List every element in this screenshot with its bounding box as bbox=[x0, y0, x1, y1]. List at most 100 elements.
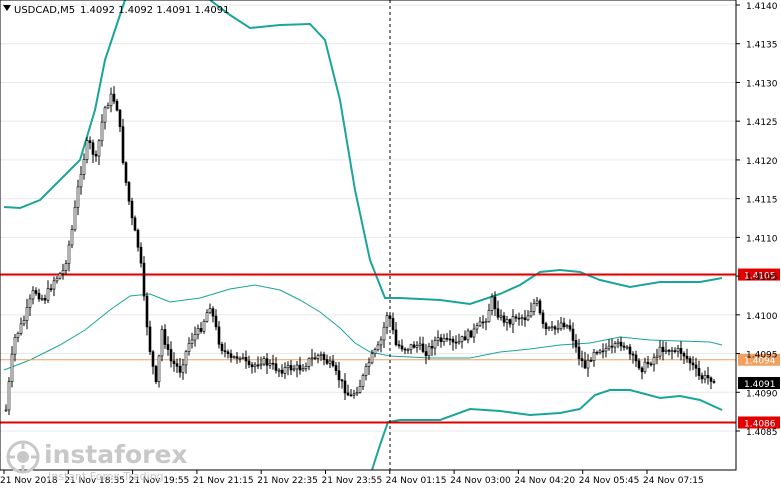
candle-bull bbox=[238, 357, 242, 360]
candle-bear bbox=[610, 345, 614, 348]
candle-bull bbox=[385, 315, 389, 328]
candle-bear bbox=[169, 349, 173, 362]
candle-bull bbox=[676, 348, 680, 352]
candle-bear bbox=[322, 354, 326, 360]
y-tick-label: 1.4115 bbox=[746, 196, 778, 206]
candle-bear bbox=[595, 351, 599, 354]
candle-bear bbox=[142, 262, 146, 297]
candle-bear bbox=[601, 350, 605, 353]
candle-bull bbox=[259, 363, 263, 366]
candle-bear bbox=[661, 346, 665, 352]
candle-bear bbox=[115, 100, 119, 111]
candle-bull bbox=[286, 365, 290, 368]
candle-bear bbox=[337, 370, 341, 381]
candle-bear bbox=[274, 363, 278, 371]
candle-bear bbox=[541, 312, 545, 324]
candle-bull bbox=[565, 325, 569, 328]
candle-bear bbox=[634, 354, 638, 362]
candle-bull bbox=[358, 386, 362, 393]
candle-bear bbox=[424, 351, 428, 357]
x-tick-label: 21 Nov 19:55 bbox=[129, 476, 190, 486]
x-tick-label: 21 Nov 21:15 bbox=[193, 476, 254, 486]
candle-bull bbox=[670, 350, 674, 352]
candle-bull bbox=[157, 355, 161, 382]
candle-bull bbox=[262, 358, 266, 365]
candle-bull bbox=[193, 334, 197, 341]
candle-bull bbox=[613, 343, 617, 348]
candle-bear bbox=[271, 362, 275, 365]
candle-bear bbox=[445, 338, 449, 340]
candle-bull bbox=[475, 325, 479, 330]
candle-bull bbox=[73, 206, 77, 230]
candle-bull bbox=[559, 322, 563, 330]
candle-bull bbox=[241, 356, 245, 359]
candle-bull bbox=[301, 368, 305, 371]
candles bbox=[4, 86, 716, 415]
candle-bear bbox=[553, 326, 557, 330]
level-label: 1.4086 bbox=[744, 419, 776, 429]
candle-bear bbox=[250, 364, 254, 368]
candle-bull bbox=[379, 339, 383, 346]
candle-bear bbox=[325, 359, 329, 364]
plot-frame bbox=[0, 0, 737, 471]
candle-bear bbox=[706, 375, 710, 379]
x-tick-label: 24 Nov 05:45 bbox=[579, 476, 640, 486]
candle-bear bbox=[154, 366, 158, 382]
candle-bear bbox=[580, 358, 584, 361]
candle-bull bbox=[460, 336, 464, 342]
candle-bear bbox=[700, 375, 704, 380]
candle-bull bbox=[295, 364, 299, 370]
candle-bear bbox=[538, 300, 542, 314]
candle-bear bbox=[34, 290, 38, 294]
chart-ohlc: 1.4092 1.4092 1.4091 1.4091 bbox=[80, 5, 230, 16]
candle-bull bbox=[103, 107, 107, 123]
candle-bull bbox=[55, 277, 59, 282]
candle-bear bbox=[397, 344, 401, 347]
candle-bear bbox=[265, 358, 269, 366]
candle-bull bbox=[253, 364, 257, 368]
candle-bear bbox=[544, 323, 548, 330]
level-label: 1.4105 bbox=[744, 272, 776, 282]
candle-bull bbox=[433, 340, 437, 349]
candle-bear bbox=[694, 364, 698, 369]
candle-bear bbox=[454, 341, 458, 344]
candle-bull bbox=[655, 355, 659, 358]
price-axis: 1.4140 1.4135 1.4130 1.4125 1.4120 1.4115 1.41… bbox=[736, 2, 778, 438]
candle-bear bbox=[412, 344, 416, 348]
candle-bear bbox=[223, 350, 227, 353]
x-tick-label: 24 Nov 03:00 bbox=[450, 476, 511, 486]
candle-bull bbox=[409, 344, 413, 350]
watermark-brand: instaforex bbox=[44, 440, 188, 469]
candle-bull bbox=[70, 229, 74, 246]
candle-bear bbox=[235, 356, 239, 359]
x-tick-label: 21 Nov 23:55 bbox=[322, 476, 383, 486]
candle-bear bbox=[346, 392, 350, 396]
symbol-dropdown-icon[interactable] bbox=[3, 5, 11, 11]
candle-bull bbox=[307, 358, 311, 367]
candle-bull bbox=[40, 298, 44, 300]
candle-bull bbox=[625, 346, 629, 349]
candle-bear bbox=[697, 367, 701, 376]
candle-bear bbox=[91, 142, 95, 155]
candle-bear bbox=[334, 365, 338, 372]
candle-bull bbox=[232, 356, 236, 358]
candle-bear bbox=[256, 364, 260, 367]
candle-bear bbox=[244, 356, 248, 362]
candle-bear bbox=[139, 246, 143, 264]
candle-bull bbox=[187, 343, 191, 352]
candle-bear bbox=[148, 326, 152, 353]
y-tick-label: 1.4125 bbox=[746, 118, 778, 128]
candle-bull bbox=[364, 366, 368, 376]
candle-bull bbox=[457, 341, 461, 344]
candle-bear bbox=[517, 317, 521, 320]
level-badge bbox=[738, 416, 780, 429]
candle-bear bbox=[481, 321, 485, 324]
candle-bull bbox=[478, 321, 482, 327]
y-tick-label: 1.4110 bbox=[746, 234, 778, 244]
candle-bull bbox=[586, 359, 590, 369]
candle-bear bbox=[88, 140, 92, 144]
candle-bear bbox=[514, 316, 518, 319]
candle-bear bbox=[112, 93, 116, 102]
